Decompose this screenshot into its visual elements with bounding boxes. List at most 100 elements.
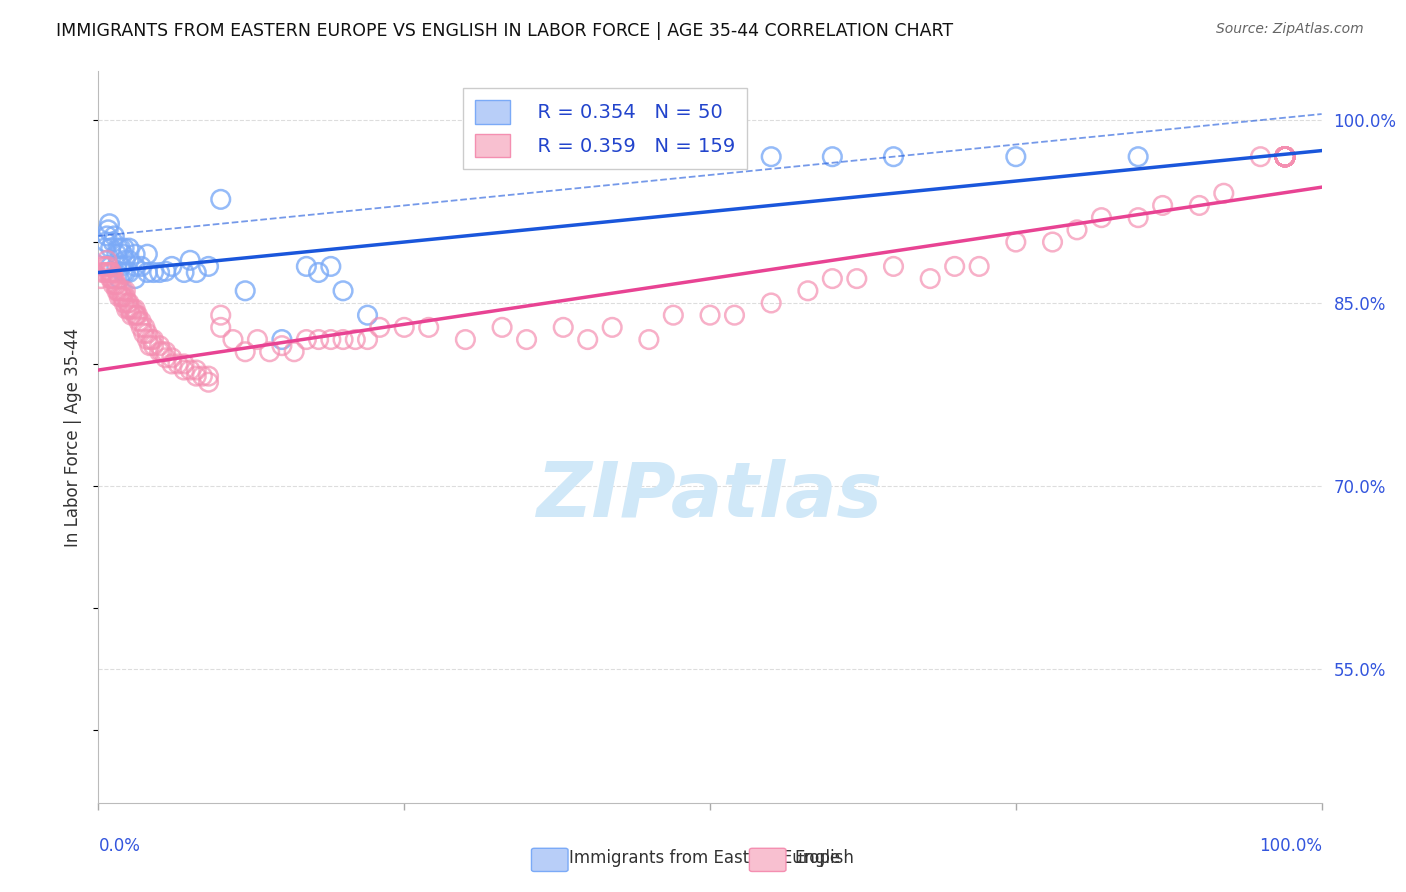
Point bbox=[129, 320, 152, 334]
Point bbox=[1042, 235, 1064, 249]
Point bbox=[121, 302, 143, 317]
Point bbox=[101, 277, 124, 292]
Y-axis label: In Labor Force | Age 35-44: In Labor Force | Age 35-44 bbox=[65, 327, 83, 547]
Point bbox=[139, 333, 162, 347]
Point bbox=[114, 266, 136, 280]
Point bbox=[821, 150, 844, 164]
Point bbox=[454, 333, 477, 347]
Point bbox=[1274, 150, 1296, 164]
Point bbox=[1004, 235, 1026, 249]
Point bbox=[1274, 150, 1296, 164]
Point bbox=[1274, 150, 1296, 164]
Point bbox=[967, 260, 990, 274]
Point bbox=[638, 333, 661, 347]
Point bbox=[105, 247, 128, 261]
Point bbox=[127, 308, 149, 322]
Point bbox=[1274, 150, 1296, 164]
Point bbox=[139, 339, 162, 353]
Point bbox=[600, 320, 623, 334]
Point bbox=[96, 266, 118, 280]
Point bbox=[233, 344, 256, 359]
Point bbox=[1128, 150, 1150, 164]
Point bbox=[1274, 150, 1296, 164]
Point bbox=[1274, 150, 1296, 164]
Point bbox=[1274, 150, 1296, 164]
Point bbox=[1274, 150, 1296, 164]
Point bbox=[1274, 150, 1296, 164]
Point bbox=[883, 260, 905, 274]
Point bbox=[136, 247, 159, 261]
Point bbox=[821, 271, 844, 285]
Point bbox=[319, 333, 342, 347]
Point bbox=[108, 290, 131, 304]
Point bbox=[356, 333, 378, 347]
Point bbox=[515, 333, 537, 347]
Point bbox=[943, 260, 966, 274]
Point bbox=[1274, 150, 1296, 164]
Point bbox=[129, 314, 152, 328]
Point bbox=[105, 277, 128, 292]
Point bbox=[90, 271, 112, 285]
Point bbox=[101, 271, 124, 285]
Point bbox=[308, 333, 330, 347]
Point bbox=[129, 260, 152, 274]
Point bbox=[110, 241, 132, 255]
Point bbox=[1274, 150, 1296, 164]
Point bbox=[97, 260, 120, 274]
Point bbox=[1274, 150, 1296, 164]
Point bbox=[920, 271, 942, 285]
Point bbox=[179, 253, 201, 268]
Point bbox=[1274, 150, 1296, 164]
Point bbox=[1128, 211, 1150, 225]
Text: 0.0%: 0.0% bbox=[98, 837, 141, 855]
Point bbox=[222, 333, 245, 347]
Point bbox=[319, 260, 342, 274]
Point bbox=[1274, 150, 1296, 164]
Point bbox=[111, 290, 134, 304]
Point bbox=[105, 284, 128, 298]
Point bbox=[1274, 150, 1296, 164]
Point bbox=[1274, 150, 1296, 164]
Point bbox=[173, 266, 195, 280]
Point bbox=[233, 284, 256, 298]
Point bbox=[142, 266, 165, 280]
Point bbox=[1274, 150, 1296, 164]
Point bbox=[1274, 150, 1296, 164]
Point bbox=[120, 302, 142, 317]
Point bbox=[1274, 150, 1296, 164]
Point bbox=[761, 150, 783, 164]
Point bbox=[155, 264, 177, 278]
Point bbox=[105, 260, 128, 274]
Point bbox=[173, 357, 195, 371]
Point bbox=[128, 314, 150, 328]
Point bbox=[246, 333, 269, 347]
Point bbox=[100, 260, 122, 274]
Point bbox=[136, 266, 159, 280]
Point bbox=[1274, 150, 1296, 164]
Point bbox=[118, 266, 141, 280]
Point bbox=[209, 193, 232, 207]
Point bbox=[124, 260, 146, 274]
Point bbox=[186, 369, 208, 384]
Point bbox=[259, 344, 281, 359]
Point bbox=[111, 247, 134, 261]
Point bbox=[797, 284, 820, 298]
Point bbox=[149, 344, 172, 359]
Point bbox=[94, 260, 117, 274]
Point bbox=[197, 260, 219, 274]
Point bbox=[883, 150, 905, 164]
Point bbox=[1152, 198, 1174, 212]
Point bbox=[93, 241, 115, 255]
Point bbox=[1274, 150, 1296, 164]
Point bbox=[1274, 150, 1296, 164]
Point bbox=[112, 296, 135, 310]
Point bbox=[1274, 150, 1296, 164]
Point bbox=[107, 284, 129, 298]
Point bbox=[197, 376, 219, 390]
Point bbox=[107, 241, 129, 255]
Point bbox=[100, 271, 122, 285]
Point bbox=[134, 320, 156, 334]
Point bbox=[160, 260, 183, 274]
Point bbox=[111, 284, 134, 298]
Point bbox=[160, 357, 183, 371]
